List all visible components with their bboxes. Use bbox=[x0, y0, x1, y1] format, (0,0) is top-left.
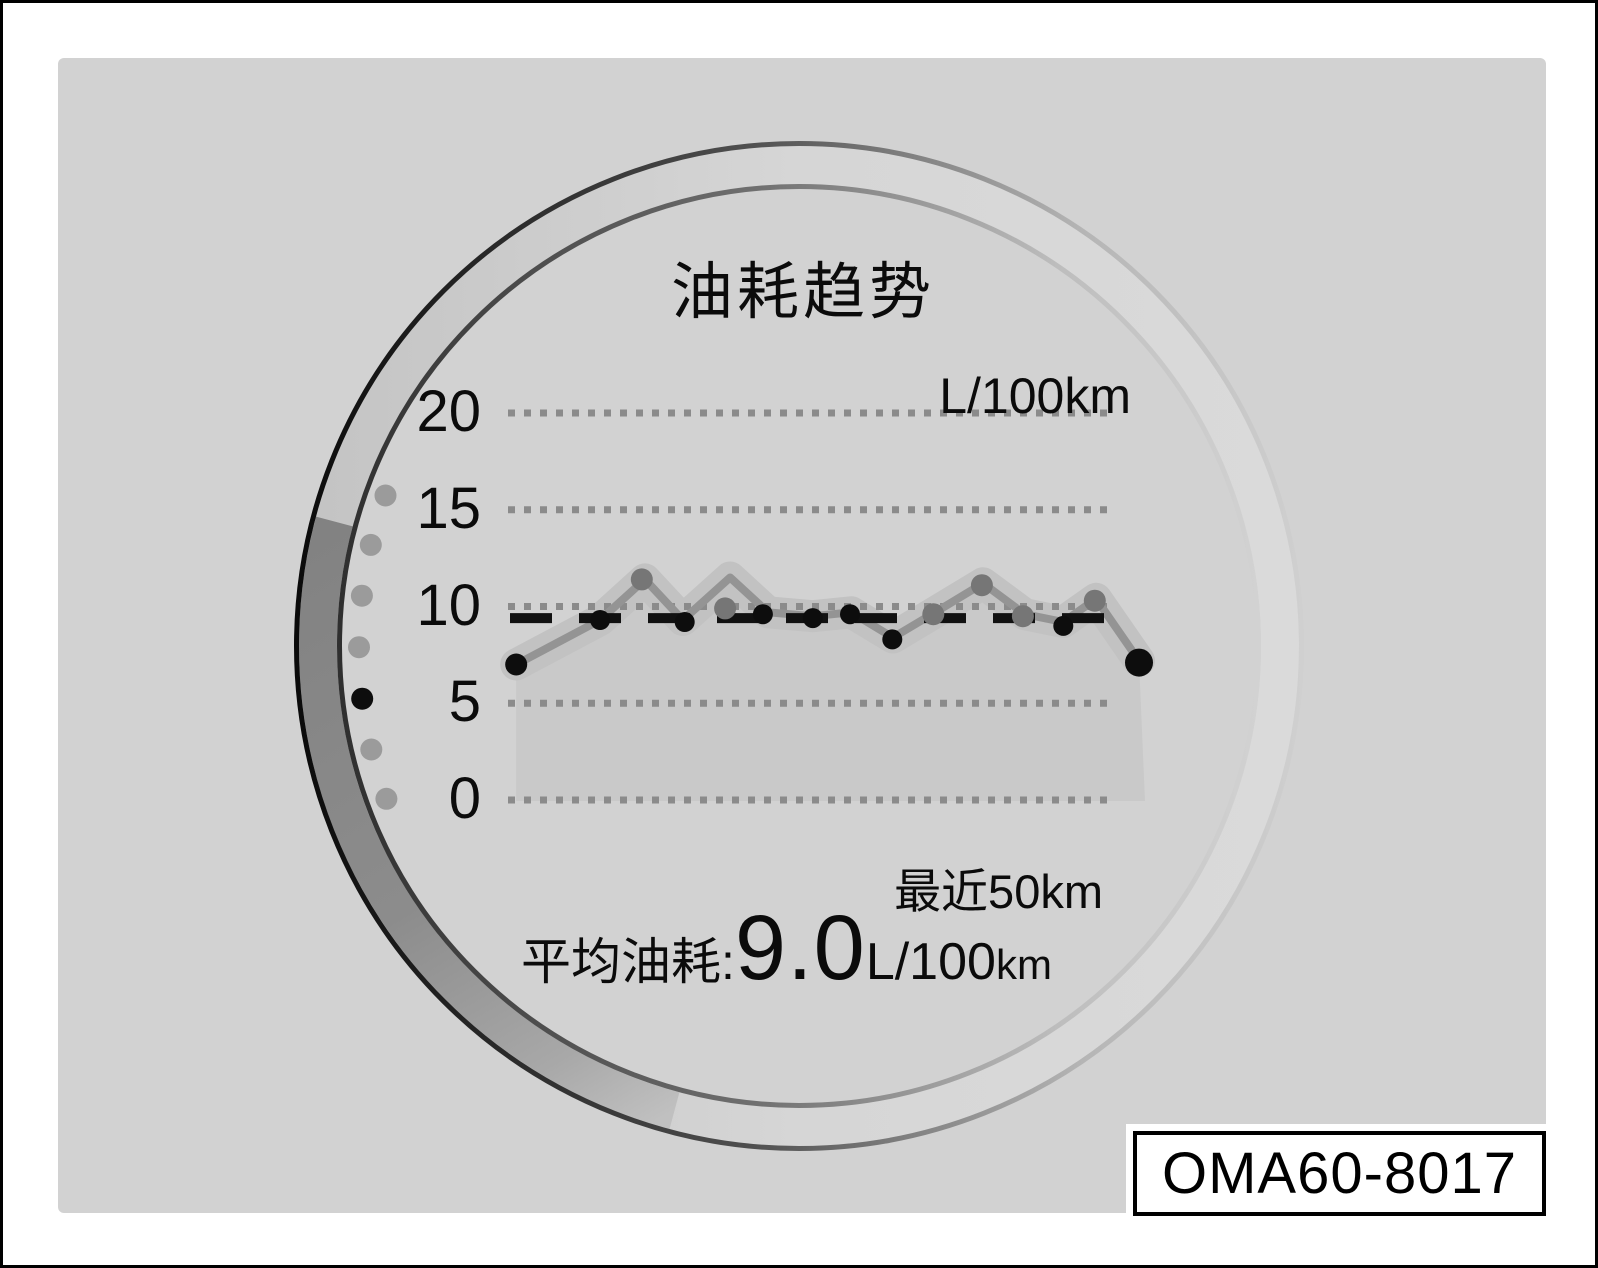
measured-dot-black bbox=[840, 604, 860, 625]
peak-dot-gray bbox=[1011, 605, 1034, 628]
y-tick-label-5: 5 bbox=[448, 669, 481, 735]
measured-dot-black bbox=[802, 608, 823, 629]
average-unit-small: km bbox=[995, 941, 1052, 988]
measured-dot-black bbox=[505, 653, 528, 676]
average-label: 平均油耗: bbox=[521, 934, 735, 990]
y-unit-label: L/100km bbox=[939, 368, 1131, 424]
current-value-dot bbox=[1125, 648, 1153, 677]
peak-dot-gray bbox=[630, 568, 653, 591]
average-value: 9.0 bbox=[734, 897, 866, 999]
gauge-scale-dot bbox=[375, 787, 398, 810]
gauge-scale-dot bbox=[374, 484, 397, 507]
measured-dot-black bbox=[674, 612, 695, 632]
gauge-and-chart-graphics bbox=[294, 141, 1304, 1151]
peak-dot-gray bbox=[1083, 589, 1106, 612]
gauge-scale-dot bbox=[348, 636, 370, 659]
y-tick-label-0: 0 bbox=[448, 766, 481, 831]
peak-dot-gray bbox=[922, 603, 945, 626]
gauge-scale-dots bbox=[348, 484, 398, 810]
figure-reference-tag: OMA60-8017 bbox=[1133, 1131, 1546, 1216]
gauge-scale-dot bbox=[360, 738, 383, 761]
measured-dot-black bbox=[752, 604, 773, 625]
x-axis-label: 最近50km bbox=[894, 865, 1103, 918]
peak-dot-gray bbox=[970, 574, 993, 597]
trend-chart bbox=[500, 409, 1155, 804]
gauge-scale-dot bbox=[350, 584, 373, 607]
y-tick-label-15: 15 bbox=[416, 475, 481, 541]
gauge-scale-dot bbox=[359, 533, 382, 556]
measured-dot-black bbox=[882, 629, 903, 650]
y-tick-label-20: 20 bbox=[416, 379, 481, 444]
measured-dot-black bbox=[590, 610, 611, 630]
area-fill bbox=[516, 577, 1145, 801]
y-tick-label-10: 10 bbox=[416, 572, 481, 638]
measured-dot-black bbox=[1053, 615, 1074, 636]
gauge-bezel-ring bbox=[294, 141, 1304, 1151]
average-unit: L/100 bbox=[865, 933, 996, 991]
peak-dot-gray bbox=[714, 597, 737, 620]
gauge-scale-dot-active bbox=[351, 687, 374, 710]
chart-title: 油耗趋势 bbox=[670, 258, 936, 327]
average-consumption-readout: 平均油耗: 9.0 L/100 km bbox=[521, 896, 1052, 1001]
